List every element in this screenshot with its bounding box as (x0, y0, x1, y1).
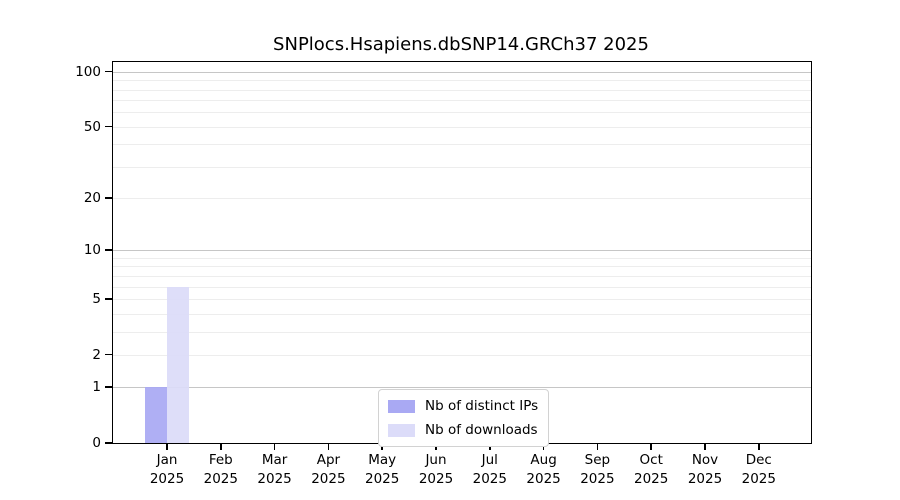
y-gridline-minor (113, 126, 811, 128)
y-gridline-minor (113, 331, 811, 333)
y-axis-tick (104, 70, 112, 73)
y-axis-tick-label: 0 (92, 435, 101, 451)
y-gridline-minor (113, 298, 811, 300)
x-axis-tick (758, 443, 760, 450)
y-gridline-major (113, 250, 811, 252)
legend-label-downloads: Nb of downloads (425, 422, 538, 438)
y-gridline-major (113, 71, 811, 73)
y-gridline-minor (113, 257, 811, 259)
y-axis-tick-label: 2 (92, 346, 101, 363)
y-gridline-minor (113, 313, 811, 315)
legend-swatch (388, 399, 415, 413)
x-axis-tick-label: Jan 2025 (149, 452, 185, 487)
y-axis-tick (104, 442, 112, 444)
y-gridline-minor (113, 166, 811, 168)
x-axis-tick-label: Jul 2025 (472, 452, 507, 487)
y-axis-tick (104, 353, 112, 356)
y-axis-tick (104, 197, 112, 199)
x-axis-tick-label: Dec 2025 (741, 452, 776, 487)
x-axis-tick-label: Jun 2025 (418, 452, 454, 487)
x-axis-tick (220, 443, 222, 450)
y-gridline-minor (113, 112, 811, 114)
x-axis-tick (327, 443, 330, 450)
y-axis-tick-label: 5 (92, 290, 101, 307)
y-gridline-minor (113, 354, 811, 356)
y-gridline-major (113, 387, 811, 389)
bar-downloads (167, 286, 189, 443)
x-axis-tick (273, 443, 276, 450)
x-axis-tick-label: Aug 2025 (526, 452, 561, 487)
y-gridline-minor (113, 286, 811, 288)
x-axis-tick (704, 443, 706, 450)
x-axis-tick (596, 443, 599, 450)
chart-legend: Nb of distinct IPs Nb of downloads (378, 389, 550, 447)
y-axis-tick (104, 125, 112, 128)
y-gridline-minor (113, 198, 811, 200)
y-gridline-minor (113, 275, 811, 277)
x-axis-tick-label: Apr 2025 (311, 452, 346, 487)
legend-row-distinct-ips: Nb of distinct IPs (388, 396, 538, 416)
legend-row-downloads: Nb of downloads (388, 420, 538, 440)
y-axis-tick (104, 298, 112, 300)
x-axis-tick-label: May 2025 (365, 452, 400, 487)
x-axis-tick-label: Oct 2025 (634, 452, 669, 487)
y-axis-tick-label: 10 (83, 242, 101, 259)
bar-distinct-ips (145, 387, 167, 443)
legend-swatch (388, 423, 415, 437)
x-axis-tick (650, 443, 652, 450)
y-axis-tick-label: 20 (83, 190, 101, 207)
x-axis-tick (166, 443, 168, 450)
y-gridline-minor (113, 89, 811, 91)
legend-label-distinct-ips: Nb of distinct IPs (425, 398, 539, 414)
y-axis-tick-label: 1 (92, 379, 101, 396)
y-axis-tick (104, 386, 112, 388)
chart-title: SNPlocs.Hsapiens.dbSNP14.GRCh37 2025 (273, 34, 649, 55)
x-axis-tick-label: Mar 2025 (257, 452, 292, 487)
y-axis-tick-label: 100 (75, 63, 101, 80)
y-axis-tick (104, 249, 112, 251)
y-gridline-minor (113, 266, 811, 268)
y-axis-tick-label: 50 (83, 118, 101, 135)
y-gridline-minor (113, 100, 811, 102)
x-axis-tick-label: Feb 2025 (203, 452, 238, 487)
x-axis-tick-label: Nov 2025 (687, 452, 723, 487)
y-gridline-minor (113, 144, 811, 146)
plot-area: Nb of distinct IPs Nb of downloads 100 50… (75, 61, 812, 487)
y-gridline-minor (113, 80, 811, 82)
x-axis-tick-label: Sep 2025 (580, 452, 615, 487)
